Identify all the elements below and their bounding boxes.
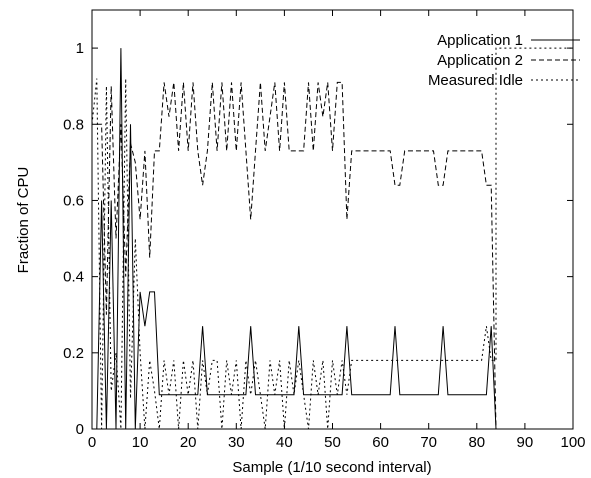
- x-tick-label: 30: [228, 434, 245, 451]
- x-tick-label: 0: [88, 434, 96, 451]
- x-tick-label: 20: [180, 434, 197, 451]
- series-line-application-1: [96, 48, 497, 430]
- x-tick-label: 60: [372, 434, 389, 451]
- x-tick-label: 40: [276, 434, 293, 451]
- x-tick-label: 70: [420, 434, 437, 451]
- y-tick-label: 1: [76, 40, 84, 57]
- legend: Application 1 Application 2 Measured Idl…: [428, 32, 580, 89]
- y-axis-label: Fraction of CPU: [15, 167, 32, 274]
- y-tick-label: 0: [76, 421, 84, 438]
- y-tick-label: 0.8: [63, 116, 84, 133]
- x-tick-label: 80: [468, 434, 485, 451]
- x-tick-label: 100: [560, 434, 585, 451]
- x-axis-label: Sample (1/10 second interval): [232, 459, 431, 476]
- legend-label-application-2: Application 2: [437, 52, 523, 69]
- y-tick-label: 0.6: [63, 192, 84, 209]
- legend-label-measured-idle: Measured Idle: [428, 72, 523, 89]
- series-line-measured-idle: [91, 47, 573, 430]
- x-tick-label: 50: [324, 434, 341, 451]
- series-group: [91, 47, 573, 430]
- y-tick-label: 0.2: [63, 345, 84, 362]
- axis-ticks: 0 10 20 30 40 50 60 70 80 90 100 0 0.2 0.4 0.6 0.8 1: [63, 10, 586, 451]
- y-tick-label: 0.4: [63, 269, 84, 286]
- x-tick-label: 10: [132, 434, 149, 451]
- x-tick-label: 90: [517, 434, 534, 451]
- legend-label-application-1: Application 1: [437, 32, 523, 49]
